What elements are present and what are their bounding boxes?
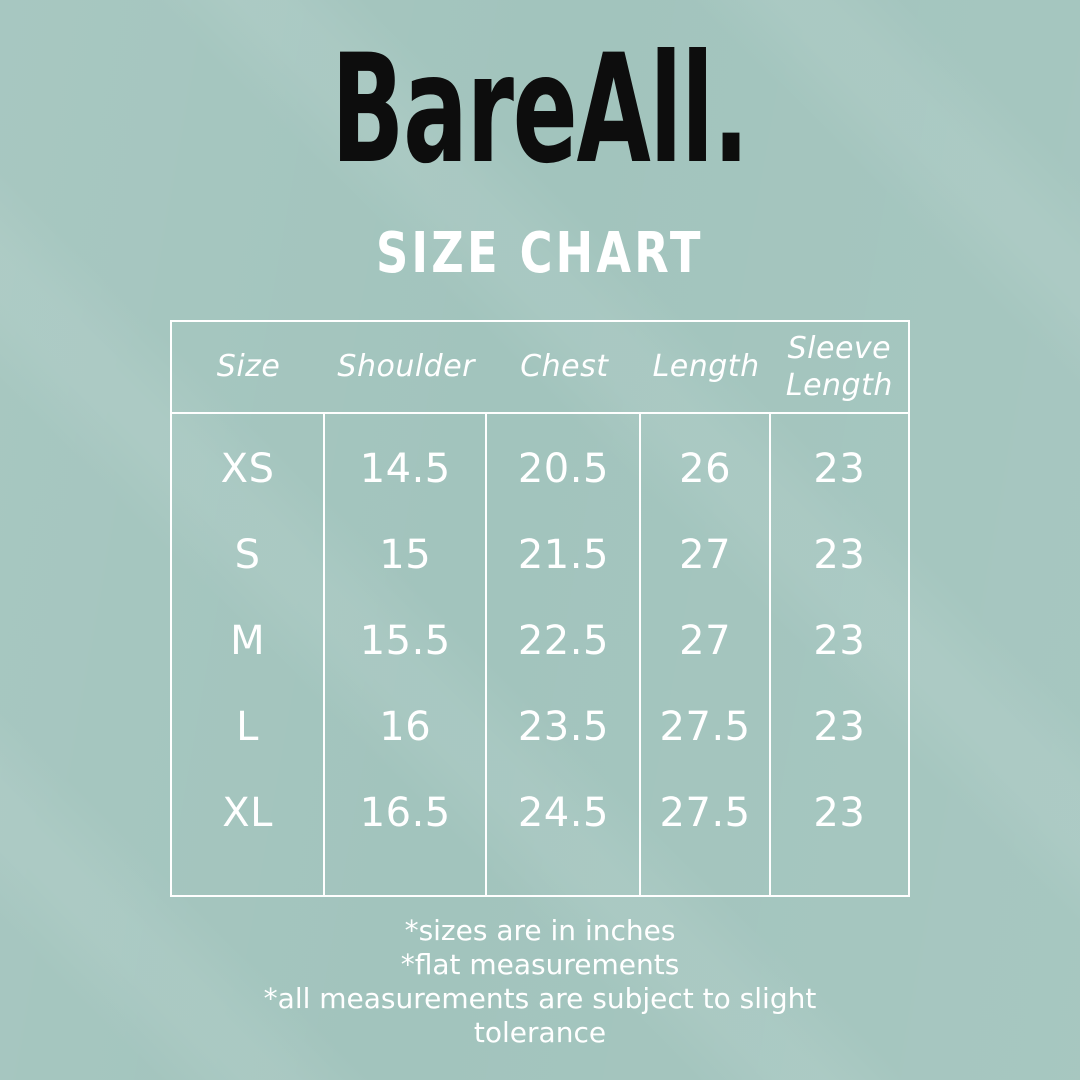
chest-cell: 23.5: [517, 704, 609, 750]
table-column-chest: 20.5 21.5 22.5 23.5 24.5: [487, 414, 642, 895]
column-header-sleeve-length: Sleeve Length: [785, 330, 893, 404]
size-cell: S: [234, 532, 261, 578]
length-cell: 27.5: [659, 790, 751, 836]
note-units: *sizes are in inches: [404, 914, 676, 947]
size-cell: M: [230, 618, 266, 664]
column-header-length: Length: [652, 349, 760, 385]
shoulder-cell: 16.5: [359, 790, 451, 836]
column-header-chest: Chest: [520, 349, 609, 385]
length-cell: 27: [679, 618, 732, 664]
table-column-size: XS S M L XL: [172, 414, 326, 895]
sleeve-length-cell: 23: [813, 532, 866, 578]
page-subtitle: SIZE CHART: [0, 221, 1080, 286]
column-header-shoulder: Shoulder: [337, 349, 476, 385]
chest-cell: 22.5: [517, 618, 609, 664]
size-chart-table: Size Shoulder Chest Length Sleeve Length…: [170, 320, 910, 897]
table-column-sleeve-length: 23 23 23 23 23: [771, 414, 908, 895]
sleeve-length-cell: 23: [813, 618, 866, 664]
size-cell: XS: [220, 446, 275, 492]
brand-title-text: BareAll.: [331, 23, 750, 197]
note-tolerance: *all measurements are subject to slight …: [263, 982, 817, 1049]
length-cell: 27: [679, 532, 732, 578]
length-cell: 27.5: [659, 704, 751, 750]
table-body: XS S M L XL 14.5 15 15.5 16 16.5 20.5 21…: [172, 414, 908, 895]
table-column-shoulder: 14.5 15 15.5 16 16.5: [325, 414, 488, 895]
sleeve-length-cell: 23: [813, 446, 866, 492]
size-cell: L: [236, 704, 259, 750]
table-header-row: Size Shoulder Chest Length Sleeve Length: [172, 322, 908, 414]
length-cell: 26: [679, 446, 732, 492]
brand-title: BareAll.: [0, 26, 1080, 194]
sleeve-length-cell: 23: [813, 790, 866, 836]
shoulder-cell: 15: [379, 532, 432, 578]
footnotes: *sizes are in inches *flat measurements …: [0, 914, 1080, 1050]
chest-cell: 21.5: [517, 532, 609, 578]
column-header-size: Size: [216, 349, 281, 385]
size-cell: XL: [222, 790, 273, 836]
chest-cell: 24.5: [517, 790, 609, 836]
table-column-length: 26 27 27 27.5 27.5: [641, 414, 771, 895]
shoulder-cell: 15.5: [359, 618, 451, 664]
note-flat: *flat measurements: [400, 948, 680, 981]
page-subtitle-text: SIZE CHART: [376, 221, 704, 286]
chest-cell: 20.5: [517, 446, 609, 492]
sleeve-length-cell: 23: [813, 704, 866, 750]
shoulder-cell: 14.5: [359, 446, 451, 492]
shoulder-cell: 16: [379, 704, 432, 750]
